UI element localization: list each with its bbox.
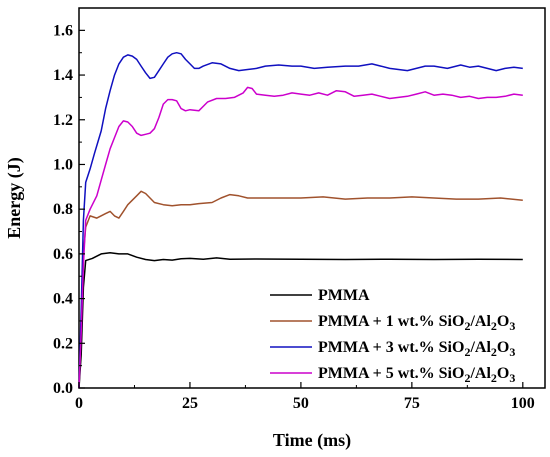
y-axis-title: Energy (J) (4, 157, 25, 238)
series-line-3 (78, 51, 523, 389)
y-tick-label: 0.2 (53, 335, 73, 352)
y-tick-label: 0.0 (53, 380, 73, 397)
series-line-1 (78, 252, 523, 389)
plot-frame (78, 7, 546, 389)
x-tick-label: 25 (182, 395, 198, 412)
y-tick-label: 1.0 (53, 156, 73, 173)
y-tick-label: 0.8 (53, 201, 73, 218)
legend-label-2: PMMA + 1 wt.% SiO2/Al2O3 (318, 313, 515, 333)
series-line-4 (78, 86, 523, 389)
x-tick-label: 0 (75, 395, 83, 412)
y-tick-label: 1.2 (53, 112, 73, 129)
legend-label-4: PMMA + 5 wt.% SiO2/Al2O3 (318, 365, 515, 385)
x-tick-label: 50 (293, 395, 309, 412)
tick-layer: 0 25 50 75 100 0.0 0.2 0.4 0.6 0.8 1.0 1.2 1.4 1.6 (53, 7, 535, 412)
legend-label-3: PMMA + 3 wt.% SiO2/Al2O3 (318, 339, 515, 359)
x-tick-label: 100 (511, 395, 535, 412)
legend-label-1: PMMA (318, 287, 370, 304)
y-tick-label: 1.4 (53, 67, 73, 84)
y-tick-label: 1.6 (53, 22, 73, 39)
y-tick-label: 0.6 (53, 246, 73, 263)
legend: PMMA PMMA + 1 wt.% SiO2/Al2O3 PMMA + 3 wt.… (270, 287, 515, 385)
x-tick-label: 75 (404, 395, 420, 412)
x-axis-title: Time (ms) (273, 430, 351, 451)
series-line-2 (78, 190, 523, 389)
series-layer (78, 51, 523, 389)
y-tick-label: 0.4 (53, 291, 73, 308)
